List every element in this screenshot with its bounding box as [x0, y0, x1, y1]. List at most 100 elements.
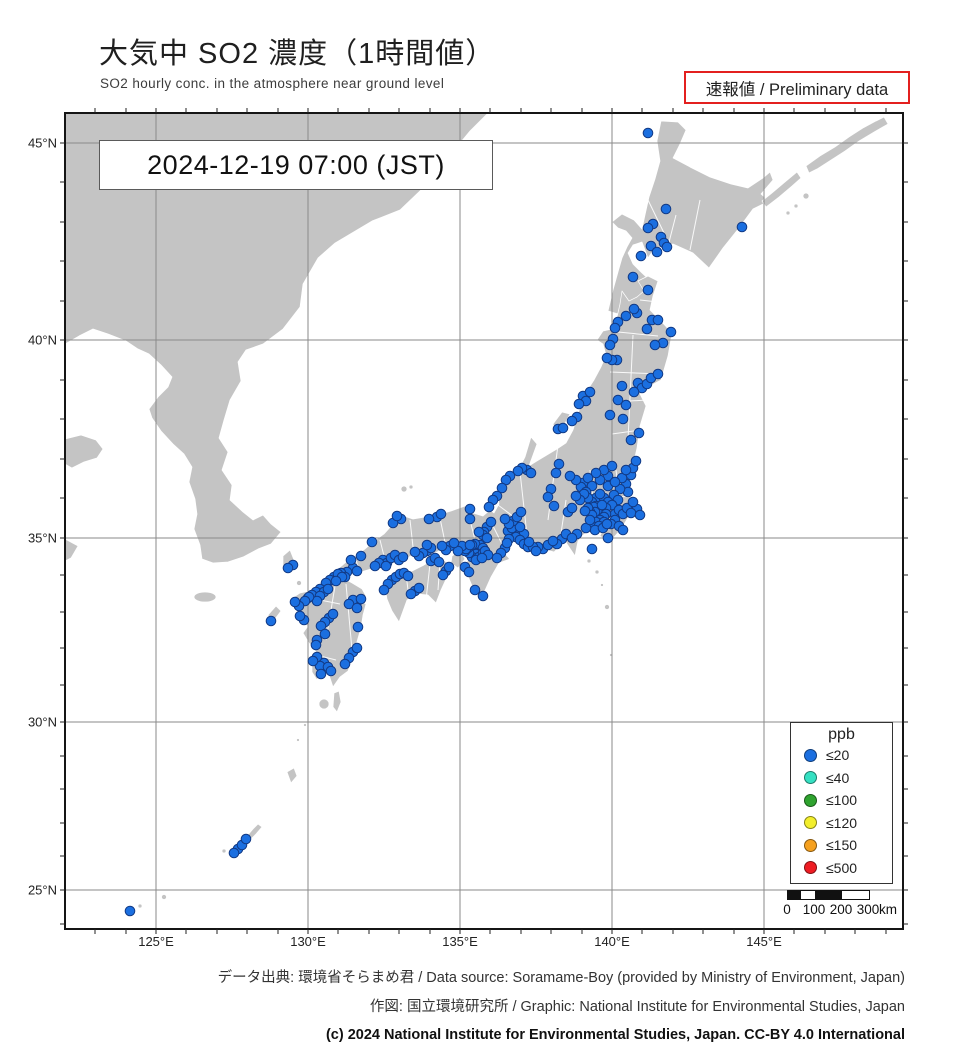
station-dot: [594, 488, 606, 500]
legend-item-label: ≤120: [826, 814, 858, 831]
legend-color-dot: [804, 838, 817, 852]
station-dot: [327, 608, 339, 620]
legend-item-label: ≤500: [826, 859, 858, 876]
station-dot: [633, 427, 645, 439]
station-dot: [649, 339, 661, 351]
station-dot: [352, 621, 364, 633]
legend-items: ≤20 ≤40 ≤100 ≤120 ≤150 ≤500: [791, 744, 892, 879]
station-dot: [228, 847, 240, 859]
legend-box: ppb ≤20 ≤40 ≤100 ≤120 ≤150 ≤500: [790, 722, 893, 884]
scale-bar: 0 100 200 300 km: [783, 889, 927, 923]
station-dot: [627, 271, 639, 283]
land-shikotan: [802, 192, 810, 200]
scale-bar-segment: [801, 891, 815, 899]
station-dot: [606, 460, 618, 472]
station-dot: [124, 905, 136, 917]
station-dot: [570, 490, 582, 502]
station-dot: [464, 539, 476, 551]
station-dot: [351, 602, 363, 614]
station-dot: [307, 655, 319, 667]
preliminary-data-badge: 速報値 / Preliminary data: [684, 71, 910, 104]
station-dot: [294, 610, 306, 622]
station-dot: [369, 560, 381, 572]
legend-item: ≤500: [791, 857, 892, 880]
station-dot: [397, 551, 409, 563]
axis-ticks: [60, 108, 908, 934]
station-dot: [601, 352, 613, 364]
land-tokara1: [303, 723, 307, 727]
station-dot: [612, 394, 624, 406]
station-dot: [319, 628, 331, 640]
land-tanegashima: [332, 690, 342, 713]
land-jeju: [193, 591, 217, 603]
land-oki2: [408, 484, 414, 490]
station-dot: [351, 565, 363, 577]
lon-label: 135°E: [442, 934, 478, 949]
station-dot: [481, 532, 493, 544]
station-dot: [566, 502, 578, 514]
land-kunashiri: [761, 171, 802, 208]
station-dot: [609, 476, 621, 488]
legend-color-dot: [804, 793, 817, 807]
legend-color-dot: [804, 771, 817, 785]
station-dot: [402, 570, 414, 582]
station-dot: [366, 536, 378, 548]
station-dot: [584, 514, 596, 526]
station-dot: [345, 554, 357, 566]
legend-item: ≤150: [791, 834, 892, 857]
land-oki: [400, 485, 408, 493]
station-dot: [628, 386, 640, 398]
station-dot: [627, 496, 639, 508]
lat-label: 30°N: [28, 715, 57, 730]
lat-lon-gridlines: [65, 113, 903, 929]
footer-data-source: データ出典: 環境省そらまめ君 / Data source: Soramame-…: [217, 970, 905, 986]
station-dot: [620, 310, 632, 322]
footer-copyright: (c) 2024 National Institute for Environm…: [325, 1027, 905, 1043]
station-dot: [635, 250, 647, 262]
station-dot: [443, 561, 455, 573]
land-iturup: [805, 116, 889, 174]
station-dot: [550, 467, 562, 479]
station-dot: [515, 506, 527, 518]
station-dot: [530, 545, 542, 557]
station-dot: [435, 508, 447, 520]
scale-bar-label: 0: [783, 902, 791, 917]
lon-label: 130°E: [290, 934, 326, 949]
station-dot: [642, 222, 654, 234]
station-dot: [596, 499, 608, 511]
land-shandong: [65, 434, 104, 469]
land-hachijojima: [604, 604, 610, 610]
station-dot: [601, 518, 613, 530]
lon-label: 145°E: [746, 934, 782, 949]
map-frame: [64, 112, 904, 930]
station-dot: [514, 521, 526, 533]
land-continent-korea: [65, 113, 489, 564]
lat-label: 45°N: [28, 136, 57, 151]
station-dot: [463, 566, 475, 578]
scale-bar-segments: [787, 890, 870, 900]
station-dot: [378, 584, 390, 596]
legend-color-dot: [804, 861, 817, 875]
land-tokara2: [296, 738, 300, 742]
station-dot: [602, 532, 614, 544]
station-dot: [496, 482, 508, 494]
station-dot: [355, 593, 367, 605]
station-dot: [642, 284, 654, 296]
scale-bar-label: 300: [856, 902, 880, 917]
station-dot: [339, 658, 351, 670]
station-dot: [405, 588, 417, 600]
station-dot: [491, 552, 503, 564]
lat-label: 40°N: [28, 333, 57, 348]
station-dot: [566, 415, 578, 427]
station-dot: [609, 322, 621, 334]
station-dot: [564, 470, 576, 482]
station-dot: [736, 221, 748, 233]
station-dot: [380, 560, 392, 572]
legend-item-label: ≤100: [826, 792, 858, 809]
station-dot: [625, 507, 637, 519]
footer-graphic-credit: 作図: 国立環境研究所 / Graphic: National Institut…: [369, 999, 905, 1015]
station-dot: [499, 513, 511, 525]
station-dot: [665, 326, 677, 338]
legend-item-label: ≤40: [826, 769, 850, 786]
